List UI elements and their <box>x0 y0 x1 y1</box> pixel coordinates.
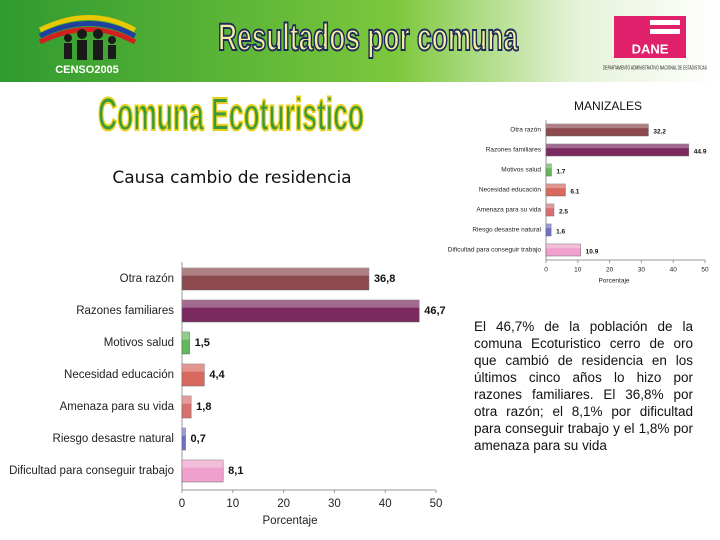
value-label: 2.5 <box>559 209 568 216</box>
bar-highlight <box>546 164 552 169</box>
description: El 46,7% de la población de la comuna Ec… <box>474 319 693 453</box>
x-tick-label: 10 <box>574 267 582 274</box>
agency-logo-bar <box>650 29 680 34</box>
bar <box>545 183 566 197</box>
bar <box>181 459 224 483</box>
bar <box>181 363 205 387</box>
bar <box>545 203 555 217</box>
value-label: 10.9 <box>586 249 599 256</box>
census-logo <box>38 15 137 60</box>
value-label: 1.6 <box>556 229 565 236</box>
value-label: 32.2 <box>653 129 666 136</box>
category-label: Motivos salud <box>501 167 541 174</box>
category-label: Amenaza para su vida <box>476 207 541 214</box>
category-label: Razones familiares <box>76 305 174 317</box>
bar <box>545 223 552 237</box>
bar <box>181 299 420 323</box>
bar-highlight <box>546 244 581 249</box>
category-label: Motivos salud <box>104 337 174 349</box>
value-label: 6.1 <box>570 189 579 196</box>
bar-highlight <box>182 332 190 340</box>
value-label: 46,7 <box>424 305 445 317</box>
x-tick-label: 0 <box>179 498 185 510</box>
x-axis-label: Porcentaje <box>263 515 318 527</box>
subtitle: Comuna Ecoturistico <box>98 88 364 140</box>
value-label: 44.9 <box>694 149 707 156</box>
bar <box>181 331 190 355</box>
logo-text: CENSO2005 <box>55 64 119 76</box>
bar-highlight <box>182 396 192 404</box>
value-label: 36,8 <box>374 273 395 285</box>
x-tick-label: 10 <box>226 498 239 510</box>
x-tick-label: 40 <box>670 267 678 274</box>
category-label: Riesgo desastre natural <box>53 433 174 445</box>
value-label: 0,7 <box>191 433 206 445</box>
value-label: 1,8 <box>196 401 211 413</box>
bar-highlight <box>182 300 420 308</box>
header-band <box>0 0 720 82</box>
category-label: Necesidad educación <box>64 369 174 381</box>
bar-highlight <box>546 124 649 129</box>
bar <box>181 427 186 451</box>
bar <box>545 143 690 157</box>
x-tick-label: 20 <box>277 498 290 510</box>
bar-highlight <box>546 144 689 149</box>
agency-name: DANE <box>632 41 669 56</box>
x-tick-label: 0 <box>544 267 548 274</box>
category-label: Otra razón <box>120 273 174 285</box>
bar <box>181 267 370 291</box>
bar <box>545 243 581 257</box>
bar-highlight <box>182 428 186 436</box>
x-tick-label: 50 <box>701 267 709 274</box>
category-label: Necesidad educación <box>479 187 542 194</box>
x-tick-label: 30 <box>638 267 646 274</box>
bar <box>545 163 552 177</box>
bar-highlight <box>182 268 369 276</box>
category-label: Razones familiares <box>486 147 542 154</box>
value-label: 1.7 <box>556 169 565 176</box>
value-label: 4,4 <box>209 369 225 381</box>
agency-full-name: DEPARTAMENTO ADMINISTRATIVO NACIONAL DE … <box>603 65 707 71</box>
x-tick-label: 50 <box>430 498 443 510</box>
x-tick-label: 40 <box>379 498 392 510</box>
category-label: Amenaza para su vida <box>60 401 175 413</box>
value-label: 8,1 <box>228 465 243 477</box>
bar-highlight <box>546 224 552 229</box>
chart-title: MANIZALES <box>574 99 642 113</box>
x-tick-label: 20 <box>606 267 614 274</box>
section-title: Causa cambio de residencia <box>112 168 351 188</box>
bar <box>181 395 192 419</box>
header-title: Resultados por comuna <box>218 17 519 59</box>
bar-highlight <box>546 184 566 189</box>
agency-logo-bar <box>650 20 680 25</box>
bar-highlight <box>182 364 205 372</box>
category-label: Riesgo desastre natural <box>472 227 541 234</box>
bar <box>545 123 649 137</box>
category-label: Dificultad para conseguir trabajo <box>448 247 542 254</box>
value-label: 1,5 <box>195 337 210 349</box>
bar-highlight <box>546 204 554 209</box>
x-axis-label: Porcentaje <box>598 278 629 285</box>
bar-highlight <box>182 460 224 468</box>
category-label: Otra razón <box>510 127 541 134</box>
category-label: Dificultad para conseguir trabajo <box>9 465 174 477</box>
x-tick-label: 30 <box>328 498 341 510</box>
